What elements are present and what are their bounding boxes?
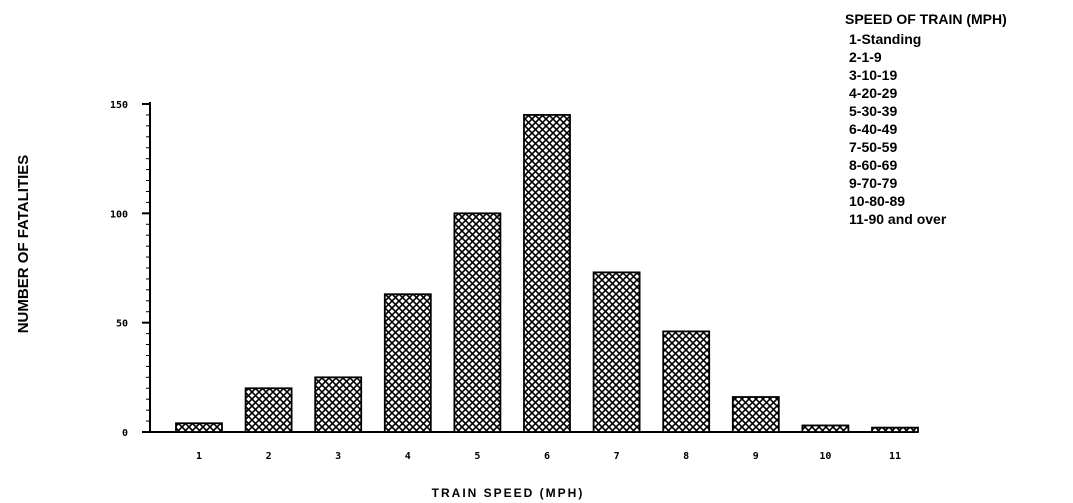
x-tick-label: 8: [683, 451, 689, 462]
bar: [871, 426, 919, 433]
x-tick-label: 5: [474, 451, 480, 462]
bar: [244, 387, 293, 433]
bar: [453, 212, 502, 433]
x-tick-label: 2: [266, 451, 272, 462]
x-tick-label: 7: [614, 451, 620, 462]
y-tick-label: 50: [116, 319, 128, 330]
y-tick-label: 150: [110, 100, 128, 111]
x-tick-label: 4: [405, 451, 411, 462]
bar: [731, 396, 780, 433]
y-axis-title: NUMBER OF FATALITIES: [15, 155, 32, 334]
legend-item: 2-1-9: [849, 49, 882, 65]
legend-item: 11-90 and over: [849, 211, 947, 227]
y-tick-label: 100: [110, 209, 128, 220]
x-tick-label: 1: [196, 451, 202, 462]
bar: [175, 422, 223, 433]
legend: SPEED OF TRAIN (MPH) 1-Standing 2-1-9 3-10…: [845, 10, 1007, 228]
bar: [383, 293, 432, 433]
legend-item: 5-30-39: [849, 103, 898, 119]
legend-item: 9-70-79: [849, 175, 898, 191]
bar: [523, 114, 571, 433]
y-axis: 0 50 100 150: [110, 100, 151, 439]
legend-items: 1-Standing 2-1-9 3-10-19 4-20-29 5-30-39 6-40…: [845, 30, 1007, 228]
legend-item: 7-50-59: [849, 139, 898, 155]
bar: [314, 376, 363, 433]
legend-title: SPEED OF TRAIN (MPH): [845, 11, 1007, 27]
legend-item: 10-80-89: [849, 193, 906, 209]
x-tick-label: 6: [544, 451, 550, 462]
x-tick-label: 9: [753, 451, 759, 462]
bar: [662, 330, 711, 433]
x-tick-label: 11: [889, 451, 901, 462]
x-axis-title: TRAIN SPEED (MPH): [432, 486, 585, 500]
x-tick-label: 10: [819, 451, 831, 462]
y-tick-label: 0: [122, 428, 128, 439]
bar: [592, 271, 641, 433]
legend-item: 4-20-29: [849, 85, 898, 101]
legend-item: 6-40-49: [849, 121, 898, 137]
bar: [801, 424, 850, 433]
legend-item: 1-Standing: [849, 31, 922, 47]
bars: [175, 114, 919, 433]
x-tick-labels: 1 2 3 4 5 6 7 8 9 10 11: [196, 451, 901, 462]
legend-item: 3-10-19: [849, 67, 898, 83]
legend-item: 8-60-69: [849, 157, 898, 173]
x-tick-label: 3: [335, 451, 341, 462]
